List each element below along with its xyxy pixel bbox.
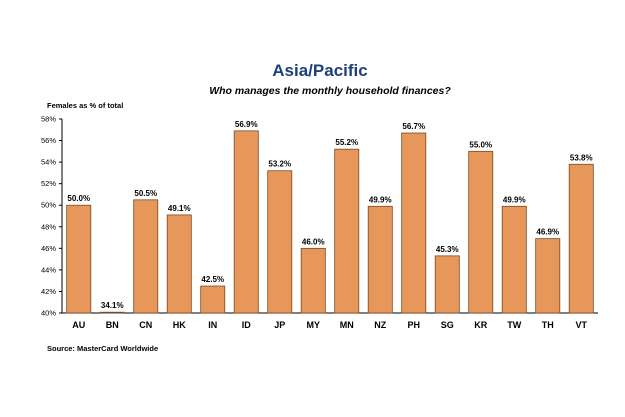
x-tick-label: KR (474, 320, 487, 330)
data-label: 34.1% (101, 301, 124, 310)
y-axis-label: Females as % of total (47, 101, 123, 110)
chart-title: Asia/Pacific (272, 61, 367, 80)
data-label: 49.1% (168, 204, 191, 213)
bar-vt (568, 163, 594, 314)
y-tick-label: 56% (41, 136, 56, 145)
bar-au (66, 204, 92, 314)
x-tick-label: PH (407, 320, 420, 330)
x-tick-label: MY (307, 320, 321, 330)
data-label: 45.3% (436, 245, 459, 254)
x-tick-label: JP (274, 320, 285, 330)
data-label: 53.8% (570, 153, 593, 162)
y-tick-label: 58% (41, 115, 56, 124)
bar-ph (401, 132, 427, 314)
bar-in (200, 285, 226, 314)
data-label: 50.5% (134, 189, 157, 198)
x-tick-label: NZ (374, 320, 386, 330)
bars (66, 130, 594, 314)
y-tick-label: 46% (41, 244, 56, 253)
x-axis-ticks: AU BN CN HK IN ID JP MY MN NZ PH SG KR TW TH VT (72, 320, 587, 330)
y-axis-ticks: 40% 42% 44% 46% 48% 50% 52% 54% 56% 58% (41, 115, 62, 318)
x-tick-label: AU (72, 320, 85, 330)
x-tick-label: HK (173, 320, 186, 330)
data-label: 56.9% (235, 120, 258, 129)
bar-my (300, 247, 326, 314)
y-tick-label: 40% (41, 309, 56, 318)
data-label: 50.0% (67, 194, 90, 203)
chart-subtitle: Who manages the monthly household financ… (209, 85, 451, 97)
x-tick-label: MN (340, 320, 354, 330)
x-tick-label: CN (139, 320, 152, 330)
data-label: 49.9% (503, 195, 526, 204)
source-note: Source: MasterCard Worldwide (47, 344, 158, 353)
x-tick-label: BN (106, 320, 119, 330)
x-tick-label: SG (441, 320, 454, 330)
data-labels: 50.0% 34.1% 50.5% 49.1% 42.5% 56.9% 53.2% 46.0%… (67, 120, 592, 310)
data-label: 46.0% (302, 237, 325, 246)
x-tick-label: TH (542, 320, 554, 330)
y-tick-label: 44% (41, 265, 56, 274)
data-label: 55.2% (335, 138, 358, 147)
x-tick-label: VT (575, 320, 587, 330)
data-label: 46.9% (536, 228, 559, 237)
data-label: 56.7% (402, 122, 425, 131)
bar-sg (434, 255, 460, 314)
y-tick-label: 50% (41, 201, 56, 210)
x-tick-label: TW (507, 320, 521, 330)
y-tick-label: 54% (41, 158, 56, 167)
bar-cn (133, 199, 159, 314)
bar-id (233, 130, 259, 314)
bar-tw (501, 205, 527, 314)
bar-th (535, 238, 561, 314)
data-label: 49.9% (369, 195, 392, 204)
bar-bn (99, 311, 125, 314)
bar-jp (267, 170, 293, 314)
x-tick-label: ID (242, 320, 252, 330)
bar-nz (367, 205, 393, 314)
data-label: 53.2% (268, 160, 291, 169)
y-tick-label: 48% (41, 222, 56, 231)
bar-kr (468, 150, 494, 314)
data-label: 42.5% (201, 275, 224, 284)
y-tick-label: 42% (41, 287, 56, 296)
y-tick-label: 52% (41, 179, 56, 188)
bar-mn (334, 148, 360, 314)
data-label: 55.0% (469, 140, 492, 149)
bar-hk (166, 214, 192, 314)
x-tick-label: IN (208, 320, 217, 330)
